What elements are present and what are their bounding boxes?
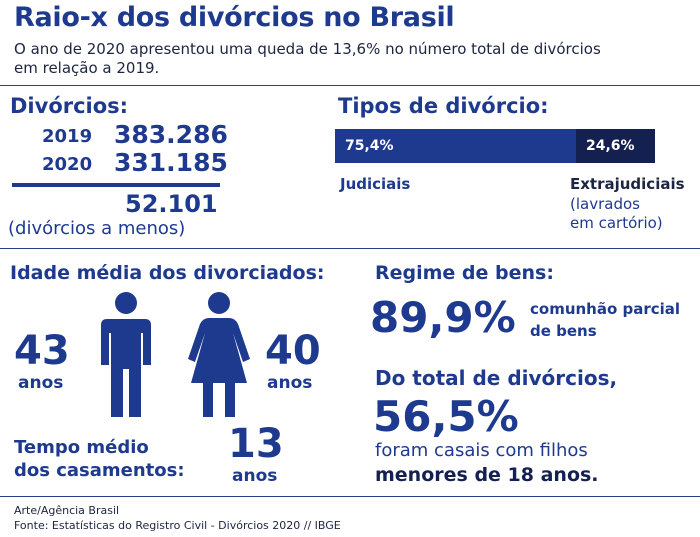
property-desc: comunhão parcial de bens xyxy=(530,298,680,342)
age-female-unit: anos xyxy=(267,373,313,393)
divorces-total-line xyxy=(12,183,220,187)
divorces-value-2019: 383.286 xyxy=(114,120,228,149)
types-extra-note-line-1: (lavrados xyxy=(570,195,640,213)
marriage-label-line-1: Tempo médio xyxy=(14,437,149,458)
divorces-difference-label: (divórcios a menos) xyxy=(8,218,186,239)
middle-divider xyxy=(0,248,700,249)
types-extra-label: Extrajudiciais xyxy=(570,175,685,193)
footer: Arte/Agência Brasil Fonte: Estatísticas … xyxy=(14,503,341,533)
subtitle-line-1: O ano de 2020 apresentou uma queda de 13… xyxy=(14,40,601,58)
page-subtitle: O ano de 2020 apresentou uma queda de 13… xyxy=(14,40,601,78)
divorces-heading: Divórcios: xyxy=(10,94,129,118)
woman-icon xyxy=(188,292,250,417)
marriage-years-value: 13 xyxy=(228,421,284,467)
property-desc-line-1: comunhão parcial xyxy=(530,300,681,318)
marriage-years-unit: anos xyxy=(232,466,278,486)
footer-credit: Arte/Agência Brasil xyxy=(14,504,120,517)
types-judicial-pct: 75,4% xyxy=(345,138,394,154)
children-line-3: menores de 18 anos. xyxy=(375,464,599,486)
types-extra-note: (lavrados em cartório) xyxy=(570,195,663,233)
types-bar: 75,4% 24,6% xyxy=(335,129,655,163)
types-bar-judicial: 75,4% xyxy=(335,129,576,163)
age-male-unit: anos xyxy=(18,373,64,393)
header-divider xyxy=(0,85,700,86)
divorces-year-2019: 2019 xyxy=(42,126,93,147)
children-intro: Do total de divórcios, xyxy=(375,366,618,390)
types-extra-pct: 24,6% xyxy=(586,138,635,154)
footer-divider xyxy=(0,496,700,497)
children-pct: 56,5% xyxy=(373,392,519,441)
divorces-year-2020: 2020 xyxy=(42,154,93,175)
divorces-difference: 52.101 xyxy=(125,190,218,218)
property-desc-line-2: de bens xyxy=(530,322,597,340)
types-heading: Tipos de divórcio: xyxy=(338,94,549,118)
page-title: Raio-x dos divórcios no Brasil xyxy=(14,2,455,33)
divorces-value-2020: 331.185 xyxy=(114,148,228,177)
footer-source: Fonte: Estatísticas do Registro Civil - … xyxy=(14,519,341,532)
types-bar-extra: 24,6% xyxy=(576,129,655,163)
property-pct: 89,9% xyxy=(370,293,516,342)
man-icon xyxy=(101,292,151,417)
types-extra-note-line-2: em cartório) xyxy=(570,214,663,232)
types-judicial-label: Judiciais xyxy=(340,175,411,193)
property-heading: Regime de bens: xyxy=(375,262,554,284)
age-heading: Idade média dos divorciados: xyxy=(10,262,325,284)
subtitle-line-2: em relação a 2019. xyxy=(14,59,160,77)
marriage-label-line-2: dos casamentos: xyxy=(14,460,185,481)
children-line-2: foram casais com filhos xyxy=(375,440,588,461)
age-male-value: 43 xyxy=(14,328,70,374)
marriage-label: Tempo médio dos casamentos: xyxy=(14,436,185,482)
age-female-value: 40 xyxy=(265,328,321,374)
